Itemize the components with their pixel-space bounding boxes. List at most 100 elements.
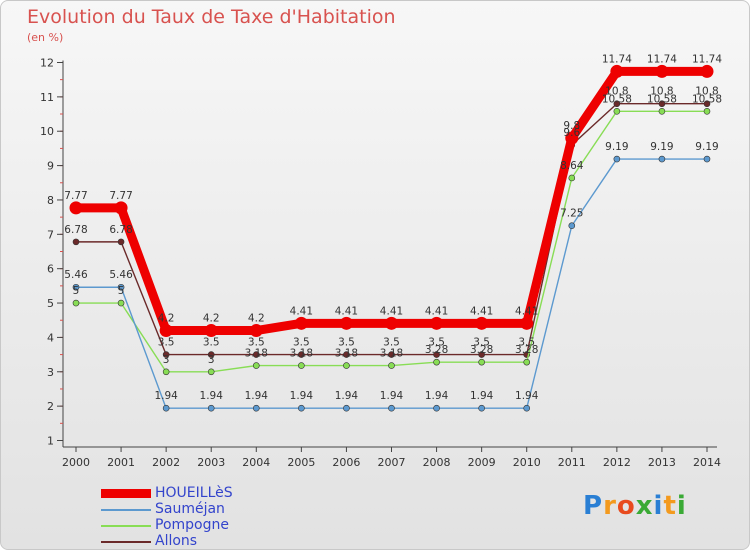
x-tick-label: 2002 [152, 456, 180, 469]
y-tick-label: 1 [47, 435, 54, 448]
x-tick-label: 2011 [558, 456, 586, 469]
data-label: 3.5 [338, 337, 355, 349]
data-point [700, 64, 714, 78]
data-point [433, 358, 440, 366]
data-label: 11.74 [647, 53, 677, 65]
x-tick-label: 2014 [693, 456, 721, 469]
data-point [343, 351, 350, 358]
data-label: 5.46 [64, 269, 88, 281]
legend-swatch-houeilles [101, 489, 151, 498]
y-tick-label: 2 [47, 400, 54, 413]
data-point [252, 351, 260, 358]
data-label: 1.94 [470, 390, 494, 402]
data-label: 3.18 [290, 348, 313, 360]
data-point [343, 404, 350, 412]
data-label: 3.5 [203, 337, 220, 349]
data-label: 11.74 [692, 53, 722, 65]
data-point [433, 351, 440, 358]
data-point [207, 404, 215, 412]
y-tick-label: 10 [40, 125, 54, 138]
data-label: 9.19 [695, 141, 718, 153]
chart-title: Evolution du Taux de Taxe d'Habitation [27, 6, 396, 28]
data-label: 4.41 [290, 305, 313, 317]
logo-letter: t [663, 491, 677, 521]
data-point [249, 324, 263, 338]
logo-letter: i [653, 491, 664, 521]
data-label: 3.5 [473, 337, 490, 349]
data-label: 1.94 [154, 390, 178, 402]
data-label: 1.94 [335, 390, 359, 402]
data-point [298, 404, 305, 412]
data-point [613, 155, 621, 163]
data-label: 3.5 [428, 337, 445, 349]
legend-swatch-saumejan [101, 509, 151, 511]
data-label: 10.8 [695, 86, 718, 98]
data-point [298, 362, 305, 369]
data-point [658, 107, 666, 115]
legend-swatch-allons [101, 541, 151, 543]
data-point [72, 238, 80, 246]
data-label: 1.94 [380, 390, 404, 402]
data-label: 4.41 [335, 305, 358, 317]
data-point [252, 404, 260, 412]
data-point [703, 100, 711, 108]
x-tick-label: 2010 [513, 456, 541, 469]
data-point [475, 316, 489, 330]
data-label: 10.58 [647, 93, 677, 105]
data-label: 7.77 [64, 190, 87, 202]
data-label: 4.41 [470, 305, 493, 317]
data-point [478, 351, 485, 358]
logo-letter: r [603, 491, 617, 521]
y-tick-label: 7 [47, 228, 54, 241]
data-label: 11.74 [602, 53, 632, 65]
data-point [568, 174, 576, 182]
y-tick-label: 4 [47, 331, 54, 344]
data-point [388, 351, 395, 358]
data-label: 4.2 [248, 313, 265, 325]
data-label: 3.28 [470, 344, 493, 356]
y-tick-label: 5 [47, 297, 54, 310]
logo-letter: i [676, 491, 687, 521]
data-point [703, 155, 711, 163]
data-point [613, 100, 621, 108]
data-label: 1.94 [515, 390, 539, 402]
data-label: 3.18 [335, 348, 358, 360]
x-tick-label: 2008 [423, 456, 451, 469]
data-label: 3 [208, 354, 215, 366]
legend-label-saumejan: Sauméjan [155, 501, 225, 517]
data-point [69, 201, 83, 215]
data-point [565, 131, 579, 145]
y-tick-label: 3 [47, 366, 54, 379]
data-point [703, 107, 711, 115]
x-tick-label: 2012 [603, 456, 631, 469]
x-tick-label: 2001 [107, 456, 135, 469]
data-label: 3.5 [158, 337, 175, 349]
y-tick-label: 12 [40, 57, 54, 70]
x-tick-label: 2004 [242, 456, 270, 469]
data-point [339, 316, 353, 330]
data-label: 4.41 [515, 305, 538, 317]
data-label: 10.8 [605, 86, 628, 98]
legend-label-pompogne: Pompogne [155, 517, 229, 533]
data-point [252, 362, 260, 369]
data-point [298, 351, 305, 358]
data-point [433, 404, 440, 412]
series-line-houeillès [71, 66, 712, 336]
chart-subtitle: (en %) [27, 31, 64, 44]
data-label: 7.77 [109, 190, 132, 202]
data-label: 3.28 [515, 344, 538, 356]
data-label: 5 [118, 285, 125, 297]
data-point [478, 358, 485, 366]
x-tick-label: 2005 [287, 456, 315, 469]
data-point [117, 283, 125, 291]
legend-label-houeilles: HOUEILLèS [155, 485, 233, 501]
data-point [162, 351, 170, 358]
data-label: 6.78 [64, 224, 87, 236]
data-point [613, 107, 621, 115]
data-point [388, 404, 395, 412]
data-point [159, 324, 173, 338]
data-label: 3.5 [248, 337, 265, 349]
series-line-sauméjan [75, 158, 708, 409]
